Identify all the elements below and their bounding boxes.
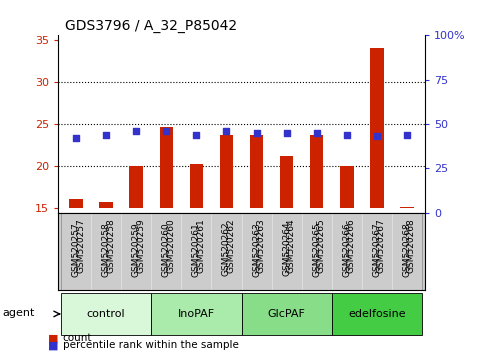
Text: agent: agent xyxy=(2,308,35,318)
Text: GSM520259: GSM520259 xyxy=(136,219,145,274)
Bar xyxy=(61,292,151,335)
Point xyxy=(193,132,200,137)
Point xyxy=(253,130,260,136)
Bar xyxy=(151,292,242,335)
Point xyxy=(343,132,351,137)
Text: GSM520260: GSM520260 xyxy=(166,219,175,274)
Point xyxy=(403,132,411,137)
Text: control: control xyxy=(87,309,126,319)
Bar xyxy=(271,212,302,290)
Text: GSM520257: GSM520257 xyxy=(71,222,81,276)
Bar xyxy=(280,156,293,208)
Text: GSM520259: GSM520259 xyxy=(132,222,141,276)
Bar xyxy=(61,212,91,290)
Bar xyxy=(121,212,151,290)
Text: GSM520262: GSM520262 xyxy=(222,222,231,276)
Bar xyxy=(242,212,271,290)
Text: GSM520263: GSM520263 xyxy=(252,222,261,276)
Text: GSM520267: GSM520267 xyxy=(372,222,382,276)
Text: GSM520267: GSM520267 xyxy=(377,219,386,274)
Text: GSM520266: GSM520266 xyxy=(347,219,356,274)
Bar xyxy=(212,212,242,290)
Text: ■: ■ xyxy=(48,333,59,343)
Text: GSM520260: GSM520260 xyxy=(162,222,171,276)
Bar xyxy=(340,166,354,208)
Bar xyxy=(159,127,173,208)
Text: GSM520263: GSM520263 xyxy=(256,219,266,274)
Bar xyxy=(181,212,212,290)
Point xyxy=(373,133,381,139)
Point xyxy=(162,128,170,134)
Point xyxy=(313,130,321,136)
Text: GSM520261: GSM520261 xyxy=(197,219,205,274)
Text: GSM520268: GSM520268 xyxy=(402,222,412,276)
Text: GSM520258: GSM520258 xyxy=(101,222,111,276)
Text: ■: ■ xyxy=(48,341,59,350)
Text: GDS3796 / A_32_P85042: GDS3796 / A_32_P85042 xyxy=(65,19,238,33)
Text: GSM520262: GSM520262 xyxy=(227,219,235,273)
Text: GSM520264: GSM520264 xyxy=(286,219,296,273)
Bar xyxy=(310,135,324,208)
Bar xyxy=(129,166,143,208)
Point xyxy=(132,128,140,134)
Text: GSM520266: GSM520266 xyxy=(342,222,351,276)
Text: GSM520257: GSM520257 xyxy=(76,219,85,274)
Point xyxy=(223,128,230,134)
Bar xyxy=(332,212,362,290)
Bar xyxy=(302,212,332,290)
Bar xyxy=(362,212,392,290)
Text: percentile rank within the sample: percentile rank within the sample xyxy=(63,341,239,350)
Text: edelfosine: edelfosine xyxy=(348,309,406,319)
Bar xyxy=(99,202,113,208)
Text: InoPAF: InoPAF xyxy=(178,309,215,319)
Bar xyxy=(91,212,121,290)
Point xyxy=(72,135,80,141)
Text: GlcPAF: GlcPAF xyxy=(268,309,306,319)
Text: GSM520258: GSM520258 xyxy=(106,219,115,274)
Bar xyxy=(400,207,414,208)
Text: GSM520265: GSM520265 xyxy=(317,219,326,274)
Bar xyxy=(242,292,332,335)
Text: GSM520268: GSM520268 xyxy=(407,219,416,274)
Bar xyxy=(69,199,83,208)
Point xyxy=(102,132,110,137)
Text: count: count xyxy=(63,333,92,343)
Bar xyxy=(151,212,181,290)
Bar xyxy=(370,48,384,208)
Bar xyxy=(392,212,422,290)
Text: GSM520265: GSM520265 xyxy=(312,222,321,276)
Text: GSM520264: GSM520264 xyxy=(282,222,291,276)
Point xyxy=(283,130,290,136)
Bar xyxy=(220,135,233,208)
Bar xyxy=(190,165,203,208)
Bar xyxy=(332,292,422,335)
Bar xyxy=(250,135,263,208)
Text: GSM520261: GSM520261 xyxy=(192,222,201,276)
